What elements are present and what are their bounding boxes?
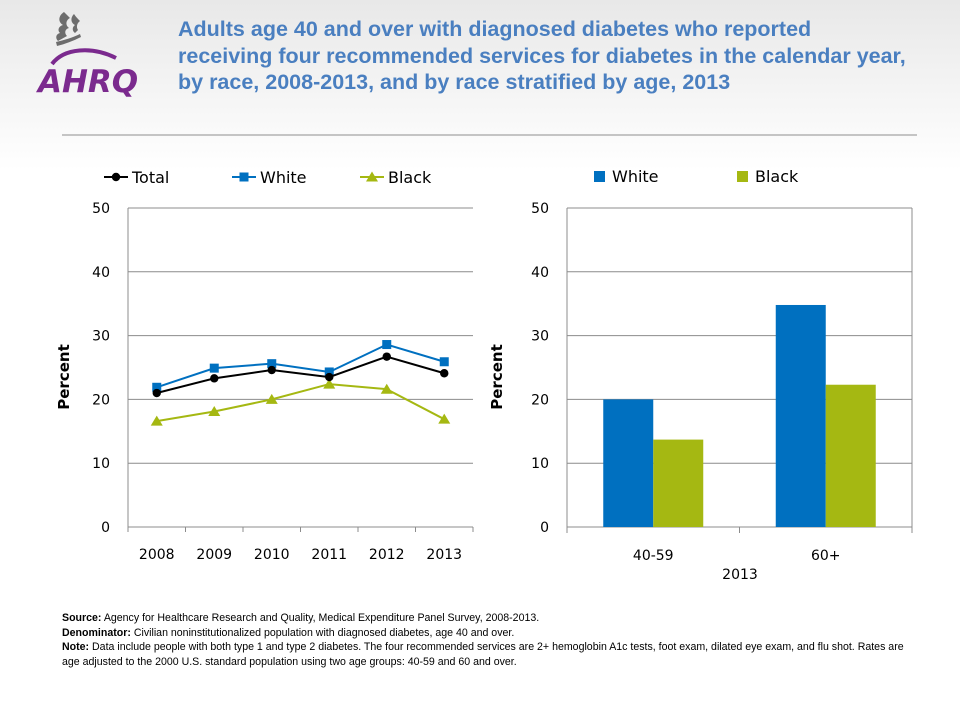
series-line-white [156, 343, 445, 389]
series-line-black [156, 383, 445, 423]
bar-legend-item-white: White [594, 167, 659, 186]
line-chart-y-tick-label: 30 [92, 329, 110, 345]
bar-chart-y-tick-label: 50 [531, 201, 549, 217]
series-white [152, 340, 449, 392]
series-black [150, 378, 451, 426]
bar-black-60+ [825, 384, 876, 527]
legend-marker-black [366, 171, 378, 182]
bar-chart-category-label: 40-59 [633, 548, 674, 564]
line-chart-x-tick-label: 2013 [426, 547, 462, 563]
note-line: Note: Data include people with both type… [62, 640, 922, 669]
data-point-white [267, 359, 277, 369]
footer-notes: Source: Agency for Healthcare Research a… [62, 611, 922, 669]
legend-item-white: White [232, 168, 307, 187]
data-point-black [438, 413, 451, 424]
data-point-white [324, 367, 334, 377]
data-point-total [267, 365, 276, 375]
data-point-white [382, 340, 392, 350]
bar-chart-y-tick-label: 0 [540, 520, 549, 536]
bar-chart-bars [603, 304, 876, 527]
line-chart-y-tick-label: 40 [92, 265, 110, 281]
data-point-black [208, 406, 221, 417]
line-chart-y-tick-label: 10 [92, 456, 110, 472]
data-point-black [265, 393, 278, 404]
denominator-label: Denominator: [62, 626, 131, 639]
line-chart-x-tick-label: 2009 [196, 547, 232, 563]
legend-item-black: Black [360, 168, 432, 187]
data-point-total [152, 388, 161, 398]
line-chart-series [150, 340, 451, 426]
line-chart: Total White Black 0 10 20 30 40 50 2008 2009 2010… [55, 168, 474, 563]
bar-chart-y-tick-label: 10 [531, 456, 549, 472]
legend-label-black: Black [388, 168, 432, 187]
title-divider [62, 134, 917, 136]
bar-chart-x-ticks: 40-59 60+ [566, 527, 913, 564]
bar-chart-y-axis-label: Percent [488, 344, 506, 409]
denominator-text: Civilian noninstitutionalized population… [133, 626, 515, 639]
line-chart-y-axis-label: Percent [55, 344, 73, 409]
line-chart-y-tick-label: 0 [101, 520, 110, 536]
line-chart-y-tick-label: 50 [92, 201, 110, 217]
data-point-black [323, 378, 336, 389]
bar-chart-x-axis-label: 2013 [722, 567, 758, 583]
bar-chart-y-tick-label: 40 [531, 265, 549, 281]
line-chart-x-tick-label: 2010 [254, 547, 290, 563]
bar-chart-y-ticks: 0 10 20 30 40 50 [531, 201, 549, 536]
bar-legend-swatch-black [737, 171, 748, 182]
data-point-total [382, 352, 391, 361]
line-chart-x-tick-label: 2012 [369, 547, 405, 563]
data-point-total [210, 374, 219, 383]
series-line-total [156, 355, 445, 394]
data-point-white [209, 363, 219, 373]
bar-legend-label-white: White [612, 167, 659, 186]
data-point-white [152, 382, 162, 392]
bar-legend-swatch-white [594, 171, 605, 182]
line-chart-y-tick-label: 20 [92, 392, 110, 408]
denominator-line: Denominator: Civilian noninstitutionaliz… [62, 626, 922, 641]
bar-legend-item-black: Black [737, 167, 799, 186]
bar-chart-y-tick-label: 20 [531, 392, 549, 408]
note-label: Note: [62, 641, 90, 654]
bar-legend-label-black: Black [755, 167, 799, 186]
logo-swoosh [50, 48, 117, 66]
bar-white-60+ [775, 304, 826, 527]
bar-black-40-59 [653, 439, 704, 527]
page-title: Adults age 40 and over with diagnosed di… [178, 17, 906, 94]
legend-label-total: Total [131, 168, 169, 187]
bar-chart-category-label: 60+ [811, 548, 841, 564]
data-point-black [380, 383, 393, 394]
legend-marker-white [239, 172, 249, 182]
line-chart-x-tick-label: 2008 [139, 547, 175, 563]
series-total [152, 352, 449, 398]
data-point-total [325, 372, 334, 382]
source-line: Source: Agency for Healthcare Research a… [62, 611, 922, 626]
bar-chart-legend: White Black [594, 167, 799, 186]
bar-white-40-59 [603, 399, 654, 527]
legend-item-total: Total [104, 168, 169, 187]
ahrq-logo: AHRQ [35, 12, 138, 100]
legend-label-white: White [260, 168, 307, 187]
bar-chart-y-tick-label: 30 [531, 329, 549, 345]
line-chart-y-ticks: 0 10 20 30 40 50 [92, 201, 110, 536]
note-text: Data include people with both type 1 and… [62, 641, 904, 668]
line-chart-x-tick-label: 2011 [311, 547, 347, 563]
hhs-eagle-icon [56, 12, 81, 46]
line-chart-legend: Total White Black [104, 168, 432, 187]
data-point-total [440, 369, 449, 378]
logo-text: AHRQ [35, 64, 138, 100]
line-chart-x-ticks: 2008 2009 2010 2011 2012 2013 [127, 527, 474, 563]
source-label: Source: [62, 612, 102, 624]
source-text: Agency for Healthcare Research and Quali… [103, 612, 540, 624]
legend-marker-total [111, 172, 121, 182]
data-point-white [439, 357, 449, 367]
data-point-black [150, 415, 163, 426]
